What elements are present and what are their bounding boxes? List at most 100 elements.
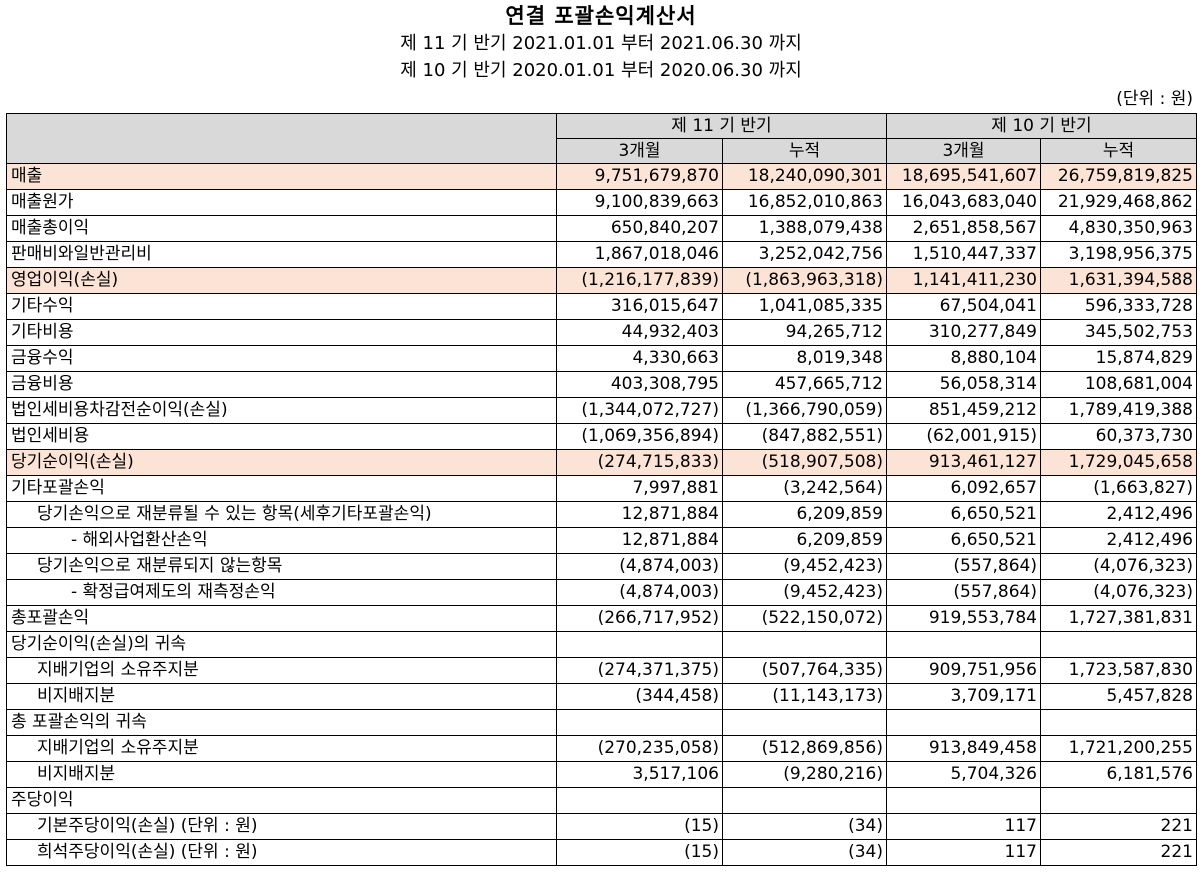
value-cell-3m-prior: 117	[886, 839, 1041, 866]
value-cell-3m-current: (274,371,375)	[556, 657, 723, 684]
row-label: 기본주당이익(손실) (단위 : 원)	[6, 813, 557, 840]
unit-note: (단위 : 원)	[1116, 89, 1193, 109]
value-cell-cum-current: (9,280,216)	[722, 761, 887, 788]
value-cell-cum-current	[722, 787, 887, 814]
value-cell-3m-prior: 6,650,521	[886, 501, 1041, 528]
table-row: 법인세비용 (1,069,356,894) (847,882,551) (62,001…	[6, 423, 1197, 450]
value-cell-3m-current: (1,216,177,839)	[556, 267, 723, 294]
value-cell-cum-prior: 5,457,828	[1040, 683, 1197, 710]
value-cell-cum-current: 3,252,042,756	[722, 241, 887, 268]
row-label: 총 포괄손익의 귀속	[6, 709, 557, 736]
value-cell-3m-prior: 5,704,326	[886, 761, 1041, 788]
value-cell-cum-prior: 1,729,045,658	[1040, 449, 1197, 476]
table-row: 총포괄손익 (266,717,952) (522,150,072) 919,553,7…	[6, 605, 1197, 632]
table-row: 지배기업의 소유주지분 (270,235,058) (512,869,856) 913…	[6, 735, 1197, 762]
value-cell-3m-prior	[886, 709, 1041, 736]
table-row: 당기순이익(손실) (274,715,833) (518,907,508) 913,4…	[6, 449, 1197, 476]
table-row: 금융수익 4,330,663 8,019,348 8,880,104 15,874,82…	[6, 345, 1197, 372]
value-cell-cum-prior: 221	[1040, 813, 1197, 840]
value-cell-3m-prior: (557,864)	[886, 553, 1041, 580]
value-cell-cum-prior: 596,333,728	[1040, 293, 1197, 320]
value-cell-cum-current	[722, 631, 887, 658]
value-cell-3m-prior	[886, 787, 1041, 814]
value-cell-cum-current: 8,019,348	[722, 345, 887, 372]
value-cell-cum-prior: 3,198,956,375	[1040, 241, 1197, 268]
value-cell-cum-current: (1,366,790,059)	[722, 397, 887, 424]
value-cell-cum-current: (507,764,335)	[722, 657, 887, 684]
table-row: 당기손익으로 재분류되지 않는항목 (4,874,003) (9,452,423)(…	[6, 553, 1197, 580]
row-label: 희석주당이익(손실) (단위 : 원)	[6, 839, 557, 866]
value-cell-3m-current: 1,867,018,046	[556, 241, 723, 268]
value-cell-3m-current: 650,840,207	[556, 215, 723, 242]
row-label: 판매비와일반관리비	[6, 241, 557, 268]
value-cell-cum-prior: 60,373,730	[1040, 423, 1197, 450]
table-row: 기타수익 316,015,647 1,041,085,335 67,504,041 59…	[6, 293, 1197, 320]
value-cell-3m-current: 3,517,106	[556, 761, 723, 788]
table-row: 판매비와일반관리비 1,867,018,046 3,252,042,756 1,510…	[6, 241, 1197, 268]
value-cell-cum-prior: 1,789,419,388	[1040, 397, 1197, 424]
value-cell-3m-prior: 2,651,858,567	[886, 215, 1041, 242]
table-row: 지배기업의 소유주지분 (274,371,375) (507,764,335) 909…	[6, 657, 1197, 684]
row-label: 당기손익으로 재분류되지 않는항목	[6, 553, 557, 580]
value-cell-3m-current: 44,932,403	[556, 319, 723, 346]
value-cell-cum-current: (1,863,963,318)	[722, 267, 887, 294]
value-cell-cum-current: 1,041,085,335	[722, 293, 887, 320]
row-label: 법인세비용	[6, 423, 557, 450]
value-cell-cum-prior	[1040, 631, 1197, 658]
value-cell-cum-current: (847,882,551)	[722, 423, 887, 450]
table-row: 기타포괄손익 7,997,881 (3,242,564) 6,092,657 (1,66…	[6, 475, 1197, 502]
header-3m-current: 3개월	[556, 138, 723, 164]
row-label: 기타비용	[6, 319, 557, 346]
row-label: 금융수익	[6, 345, 557, 372]
value-cell-cum-prior: 15,874,829	[1040, 345, 1197, 372]
table-row: 비지배지분 (344,458) (11,143,173) 3,709,171 5,457…	[6, 683, 1197, 710]
value-cell-cum-prior: 2,412,496	[1040, 501, 1197, 528]
period-current: 제 11 기 반기 2021.01.01 부터 2021.06.30 까지	[400, 33, 802, 54]
value-cell-3m-prior	[886, 631, 1041, 658]
value-cell-3m-prior: 909,751,956	[886, 657, 1041, 684]
value-cell-3m-current: 9,100,839,663	[556, 189, 723, 216]
row-label: 매출	[6, 163, 557, 190]
value-cell-cum-prior: 26,759,819,825	[1040, 163, 1197, 190]
value-cell-3m-prior: 1,510,447,337	[886, 241, 1041, 268]
value-cell-cum-prior: 1,631,394,588	[1040, 267, 1197, 294]
row-label: 금융비용	[6, 371, 557, 398]
value-cell-3m-current: 7,997,881	[556, 475, 723, 502]
value-cell-3m-prior: 56,058,314	[886, 371, 1041, 398]
value-cell-3m-prior: 3,709,171	[886, 683, 1041, 710]
value-cell-3m-current	[556, 787, 723, 814]
value-cell-cum-prior: 6,181,576	[1040, 761, 1197, 788]
value-cell-cum-prior: 1,723,587,830	[1040, 657, 1197, 684]
value-cell-3m-prior: 851,459,212	[886, 397, 1041, 424]
value-cell-cum-current: (9,452,423)	[722, 579, 887, 606]
value-cell-3m-current: (15)	[556, 839, 723, 866]
value-cell-3m-prior: 913,849,458	[886, 735, 1041, 762]
value-cell-3m-current: (4,874,003)	[556, 579, 723, 606]
table-row: 비지배지분 3,517,106 (9,280,216) 5,704,326 6,181,…	[6, 761, 1197, 788]
value-cell-cum-prior: (4,076,323)	[1040, 553, 1197, 580]
value-cell-cum-current: 6,209,859	[722, 501, 887, 528]
table-row: - 확정급여제도의 재측정손익 (4,874,003) (9,452,423) (55…	[6, 579, 1197, 606]
value-cell-cum-prior	[1040, 709, 1197, 736]
value-cell-cum-prior: (4,076,323)	[1040, 579, 1197, 606]
value-cell-3m-current: (266,717,952)	[556, 605, 723, 632]
table-row: 금융비용 403,308,795 457,665,712 56,058,314 108,…	[6, 371, 1197, 398]
row-label: 지배기업의 소유주지분	[6, 735, 557, 762]
table-row: 영업이익(손실) (1,216,177,839) (1,863,963,318) 1,…	[6, 267, 1197, 294]
value-cell-3m-current: 403,308,795	[556, 371, 723, 398]
table-row: 매출원가 9,100,839,663 16,852,010,863 16,043,68…	[6, 189, 1197, 216]
value-cell-3m-prior: (557,864)	[886, 579, 1041, 606]
row-label: 매출총이익	[6, 215, 557, 242]
value-cell-3m-current: 4,330,663	[556, 345, 723, 372]
value-cell-3m-current: (15)	[556, 813, 723, 840]
value-cell-cum-prior: 4,830,350,963	[1040, 215, 1197, 242]
row-label: - 확정급여제도의 재측정손익	[6, 579, 557, 606]
header-cum-prior: 누적	[1040, 138, 1197, 164]
value-cell-cum-current: 1,388,079,438	[722, 215, 887, 242]
value-cell-3m-prior: 1,141,411,230	[886, 267, 1041, 294]
value-cell-cum-prior: (1,663,827)	[1040, 475, 1197, 502]
value-cell-cum-current: 6,209,859	[722, 527, 887, 554]
table-row: 기타비용 44,932,403 94,265,712 310,277,849 345,5…	[6, 319, 1197, 346]
row-label: 비지배지분	[6, 761, 557, 788]
value-cell-cum-prior: 1,727,381,831	[1040, 605, 1197, 632]
